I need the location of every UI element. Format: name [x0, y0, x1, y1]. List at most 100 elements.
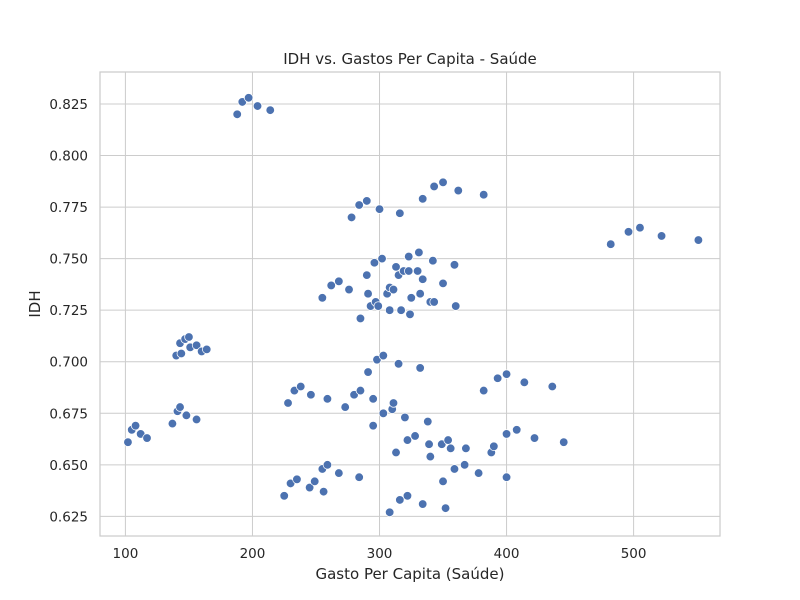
data-point: [461, 443, 471, 454]
data-point: [362, 196, 372, 206]
data-point: [202, 344, 212, 355]
data-point: [363, 289, 373, 299]
data-point: [438, 177, 448, 188]
data-point: [378, 408, 388, 418]
data-point: [362, 270, 372, 280]
y-tick-label: 0.675: [49, 406, 88, 422]
data-point: [492, 373, 503, 383]
x-tick-label: 100: [113, 546, 139, 562]
data-point: [306, 390, 316, 400]
data-point: [334, 468, 344, 478]
data-point: [355, 313, 366, 324]
data-point: [547, 381, 557, 392]
data-point: [443, 435, 453, 445]
data-point: [354, 200, 364, 210]
data-point: [317, 293, 328, 303]
data-point: [606, 239, 616, 249]
data-point: [519, 377, 530, 388]
data-point: [559, 437, 569, 447]
data-point: [374, 204, 385, 214]
data-point: [418, 499, 428, 509]
data-point: [410, 431, 420, 441]
data-point: [378, 350, 388, 361]
data-point: [459, 460, 470, 470]
data-point: [384, 507, 395, 517]
data-point: [252, 101, 263, 111]
x-axis-label: Gasto Per Capita (Saúde): [315, 565, 504, 583]
data-point: [355, 385, 366, 396]
data-point: [529, 433, 540, 443]
x-tick-label: 200: [240, 546, 266, 562]
y-axis-label: IDH: [26, 290, 44, 317]
data-point: [326, 280, 336, 291]
data-point: [318, 486, 329, 497]
data-point: [414, 247, 424, 258]
data-point: [424, 439, 434, 449]
data-point: [512, 425, 522, 435]
data-point: [623, 227, 634, 237]
data-point: [368, 394, 378, 404]
data-point: [415, 363, 425, 373]
data-point: [346, 212, 357, 223]
data-point: [404, 251, 414, 262]
data-point: [354, 472, 364, 482]
data-point: [429, 297, 439, 307]
data-point: [191, 340, 202, 350]
data-point: [393, 359, 404, 369]
data-point: [656, 231, 667, 241]
data-point: [473, 468, 484, 478]
data-point: [368, 420, 378, 431]
y-tick-label: 0.775: [49, 200, 88, 216]
data-point: [423, 416, 433, 427]
data-point: [440, 503, 451, 513]
data-point: [395, 208, 405, 218]
x-tick-label: 500: [621, 546, 647, 562]
data-point: [176, 348, 186, 359]
data-point: [479, 385, 489, 396]
y-tick-label: 0.750: [49, 252, 88, 268]
data-point: [175, 402, 185, 412]
data-point: [391, 447, 401, 458]
data-point: [449, 464, 460, 474]
data-point: [344, 284, 354, 295]
data-point: [418, 274, 428, 284]
data-point: [191, 414, 202, 425]
data-point: [184, 332, 194, 342]
data-point: [243, 93, 254, 103]
data-point: [425, 451, 436, 462]
data-point: [395, 495, 405, 505]
data-point: [142, 433, 152, 443]
data-point: [428, 256, 438, 266]
grid-lines: [100, 72, 720, 536]
data-point: [693, 235, 704, 245]
data-point: [405, 309, 415, 319]
data-point: [402, 491, 413, 501]
data-point: [396, 305, 406, 315]
data-point: [363, 367, 373, 377]
data-point: [451, 301, 461, 311]
data-point: [501, 472, 512, 482]
data-point: [334, 276, 344, 286]
data-point: [181, 410, 192, 421]
data-point: [340, 402, 350, 412]
x-tick-labels: 100 200 300 400 500: [113, 546, 647, 562]
data-point: [123, 437, 133, 447]
data-point: [296, 381, 306, 392]
data-point: [310, 476, 320, 487]
y-tick-label: 0.650: [49, 458, 88, 474]
data-point: [489, 441, 499, 451]
data-point: [292, 474, 302, 484]
data-point: [232, 109, 242, 119]
data-point: [415, 289, 425, 299]
data-point: [429, 181, 439, 192]
data-point: [322, 460, 333, 470]
data-point: [412, 266, 423, 276]
data-point: [391, 262, 401, 272]
data-point: [402, 435, 413, 445]
data-point: [438, 476, 448, 487]
x-tick-label: 400: [494, 546, 520, 562]
data-point: [418, 194, 428, 204]
data-point: [167, 418, 178, 429]
data-point: [404, 266, 414, 276]
